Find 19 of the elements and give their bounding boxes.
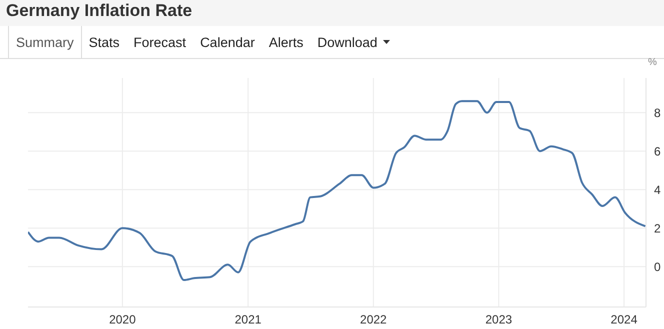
text: Stats [88,34,121,52]
text: Download [316,34,378,52]
x-tick-label: 2024 [610,312,638,327]
line-series [28,100,646,282]
y-tick-label: 8 [654,106,661,120]
text: Calendar [199,34,256,52]
chart-title: Germany Inflation Rate [6,1,192,21]
y-tick-label: 6 [654,144,661,158]
y-tick-label: 4 [654,182,661,197]
y-tick-label: 2 [654,221,661,236]
text: Summary [8,26,82,58]
text: Alerts [268,34,304,52]
text: Forecast [132,34,188,52]
y-axis-title: % [648,57,657,68]
y-tick-label: 0 [654,260,661,274]
x-tick-label: 2022 [360,312,388,327]
x-tick-label: 2021 [234,312,262,327]
x-tick-label: 2023 [485,312,512,327]
x-tick-label: 2020 [109,312,136,327]
